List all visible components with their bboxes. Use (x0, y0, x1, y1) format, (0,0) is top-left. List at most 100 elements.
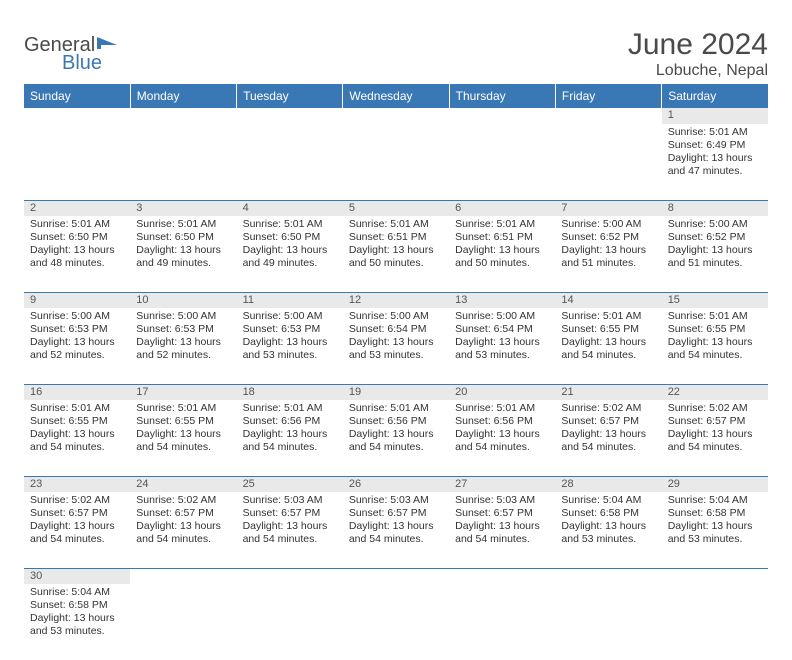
day-number-cell: 24 (130, 476, 236, 492)
day-content-cell: Sunrise: 5:01 AMSunset: 6:50 PMDaylight:… (130, 216, 236, 292)
day-content-cell: Sunrise: 5:01 AMSunset: 6:56 PMDaylight:… (449, 400, 555, 476)
day-content-cell: Sunrise: 5:04 AMSunset: 6:58 PMDaylight:… (24, 584, 130, 660)
daynum-row: 23242526272829 (24, 476, 768, 492)
day-number-cell: 4 (237, 200, 343, 216)
day-number-cell: 18 (237, 384, 343, 400)
sunset-line: Sunset: 6:53 PM (30, 323, 124, 336)
daylight-line: Daylight: 13 hours and 54 minutes. (561, 336, 655, 362)
day-content-cell: Sunrise: 5:01 AMSunset: 6:55 PMDaylight:… (555, 308, 661, 384)
sunrise-line: Sunrise: 5:03 AM (455, 494, 549, 507)
day-content-cell: Sunrise: 5:02 AMSunset: 6:57 PMDaylight:… (662, 400, 768, 476)
sunrise-line: Sunrise: 5:01 AM (349, 402, 443, 415)
day-number-cell: 16 (24, 384, 130, 400)
day-number-cell: 6 (449, 200, 555, 216)
day-number-cell: 20 (449, 384, 555, 400)
sunset-line: Sunset: 6:52 PM (668, 231, 762, 244)
sunrise-line: Sunrise: 5:02 AM (136, 494, 230, 507)
day-content-cell (130, 124, 236, 200)
sunrise-line: Sunrise: 5:00 AM (30, 310, 124, 323)
day-content-cell: Sunrise: 5:04 AMSunset: 6:58 PMDaylight:… (662, 492, 768, 568)
day-number-cell (449, 108, 555, 124)
daynum-row: 30 (24, 568, 768, 584)
sunrise-line: Sunrise: 5:00 AM (243, 310, 337, 323)
sunset-line: Sunset: 6:51 PM (455, 231, 549, 244)
day-content-cell (343, 124, 449, 200)
daylight-line: Daylight: 13 hours and 54 minutes. (30, 428, 124, 454)
daylight-line: Daylight: 13 hours and 49 minutes. (243, 244, 337, 270)
daylight-line: Daylight: 13 hours and 52 minutes. (136, 336, 230, 362)
daylight-line: Daylight: 13 hours and 53 minutes. (668, 520, 762, 546)
daylight-line: Daylight: 13 hours and 54 minutes. (136, 520, 230, 546)
sunrise-line: Sunrise: 5:01 AM (668, 310, 762, 323)
sunrise-line: Sunrise: 5:02 AM (668, 402, 762, 415)
daylight-line: Daylight: 13 hours and 54 minutes. (561, 428, 655, 454)
day-number-cell: 1 (662, 108, 768, 124)
daylight-line: Daylight: 13 hours and 54 minutes. (668, 336, 762, 362)
day-content-cell: Sunrise: 5:04 AMSunset: 6:58 PMDaylight:… (555, 492, 661, 568)
daylight-line: Daylight: 13 hours and 53 minutes. (455, 336, 549, 362)
day-number-cell: 15 (662, 292, 768, 308)
daylight-line: Daylight: 13 hours and 53 minutes. (243, 336, 337, 362)
day-number-cell (555, 568, 661, 584)
daylight-line: Daylight: 13 hours and 49 minutes. (136, 244, 230, 270)
daylight-line: Daylight: 13 hours and 53 minutes. (349, 336, 443, 362)
day-number-cell (237, 568, 343, 584)
sunset-line: Sunset: 6:57 PM (349, 507, 443, 520)
sunrise-line: Sunrise: 5:01 AM (455, 218, 549, 231)
daylight-line: Daylight: 13 hours and 50 minutes. (455, 244, 549, 270)
sunset-line: Sunset: 6:50 PM (30, 231, 124, 244)
month-title: June 2024 (628, 28, 768, 62)
daylight-line: Daylight: 13 hours and 50 minutes. (349, 244, 443, 270)
weekday-header-row: SundayMondayTuesdayWednesdayThursdayFrid… (24, 84, 768, 108)
day-number-cell: 3 (130, 200, 236, 216)
sunrise-line: Sunrise: 5:00 AM (136, 310, 230, 323)
sunset-line: Sunset: 6:54 PM (455, 323, 549, 336)
daylight-line: Daylight: 13 hours and 54 minutes. (136, 428, 230, 454)
daylight-line: Daylight: 13 hours and 54 minutes. (243, 520, 337, 546)
logo-word-2-wrap: Blue (62, 52, 102, 75)
daylight-line: Daylight: 13 hours and 51 minutes. (668, 244, 762, 270)
day-content-cell: Sunrise: 5:02 AMSunset: 6:57 PMDaylight:… (555, 400, 661, 476)
daylight-line: Daylight: 13 hours and 54 minutes. (455, 428, 549, 454)
day-number-cell: 22 (662, 384, 768, 400)
weekday-header: Thursday (449, 84, 555, 108)
weekday-header: Friday (555, 84, 661, 108)
sunrise-line: Sunrise: 5:02 AM (30, 494, 124, 507)
sunset-line: Sunset: 6:57 PM (668, 415, 762, 428)
day-content-cell: Sunrise: 5:03 AMSunset: 6:57 PMDaylight:… (343, 492, 449, 568)
sunset-line: Sunset: 6:57 PM (561, 415, 655, 428)
sunrise-line: Sunrise: 5:01 AM (455, 402, 549, 415)
day-number-cell: 13 (449, 292, 555, 308)
sunset-line: Sunset: 6:57 PM (243, 507, 337, 520)
day-content-cell: Sunrise: 5:01 AMSunset: 6:56 PMDaylight:… (237, 400, 343, 476)
day-content-cell: Sunrise: 5:01 AMSunset: 6:50 PMDaylight:… (237, 216, 343, 292)
day-content-cell: Sunrise: 5:01 AMSunset: 6:55 PMDaylight:… (662, 308, 768, 384)
sunset-line: Sunset: 6:55 PM (561, 323, 655, 336)
day-content-cell: Sunrise: 5:01 AMSunset: 6:55 PMDaylight:… (24, 400, 130, 476)
sunset-line: Sunset: 6:56 PM (349, 415, 443, 428)
sunrise-line: Sunrise: 5:01 AM (136, 402, 230, 415)
sunset-line: Sunset: 6:55 PM (30, 415, 124, 428)
sunrise-line: Sunrise: 5:00 AM (668, 218, 762, 231)
day-number-cell (555, 108, 661, 124)
sunrise-line: Sunrise: 5:02 AM (561, 402, 655, 415)
sunrise-line: Sunrise: 5:04 AM (30, 586, 124, 599)
weekday-header: Sunday (24, 84, 130, 108)
day-number-cell: 28 (555, 476, 661, 492)
sunset-line: Sunset: 6:57 PM (455, 507, 549, 520)
daylight-line: Daylight: 13 hours and 54 minutes. (455, 520, 549, 546)
sunrise-line: Sunrise: 5:00 AM (349, 310, 443, 323)
day-number-cell: 17 (130, 384, 236, 400)
day-content-cell: Sunrise: 5:00 AMSunset: 6:53 PMDaylight:… (237, 308, 343, 384)
sunset-line: Sunset: 6:57 PM (136, 507, 230, 520)
day-content-cell: Sunrise: 5:01 AMSunset: 6:51 PMDaylight:… (343, 216, 449, 292)
sunset-line: Sunset: 6:55 PM (668, 323, 762, 336)
sunset-line: Sunset: 6:56 PM (455, 415, 549, 428)
day-content-cell (449, 124, 555, 200)
day-content-cell: Sunrise: 5:00 AMSunset: 6:52 PMDaylight:… (662, 216, 768, 292)
daylight-line: Daylight: 13 hours and 51 minutes. (561, 244, 655, 270)
content-row: Sunrise: 5:01 AM Sunset: 6:50 PM Daylight:… (24, 216, 768, 292)
sunset-line: Sunset: 6:53 PM (136, 323, 230, 336)
sunrise-line: Sunrise: 5:04 AM (561, 494, 655, 507)
day-number-cell: 27 (449, 476, 555, 492)
